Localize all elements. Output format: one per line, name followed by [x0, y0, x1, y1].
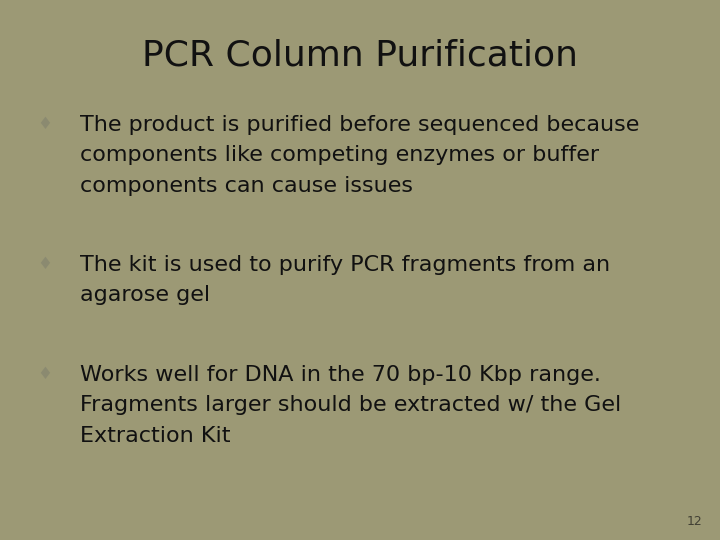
Text: ♦: ♦: [37, 255, 53, 273]
Text: Works well for DNA in the 70 bp-10 Kbp range.
Fragments larger should be extract: Works well for DNA in the 70 bp-10 Kbp r…: [80, 365, 621, 446]
Text: ♦: ♦: [37, 115, 53, 133]
Text: 12: 12: [686, 515, 702, 528]
Text: The product is purified before sequenced because
components like competing enzym: The product is purified before sequenced…: [80, 115, 639, 196]
Text: The kit is used to purify PCR fragments from an
agarose gel: The kit is used to purify PCR fragments …: [80, 255, 610, 306]
Text: PCR Column Purification: PCR Column Purification: [142, 38, 578, 72]
Text: ♦: ♦: [37, 365, 53, 383]
